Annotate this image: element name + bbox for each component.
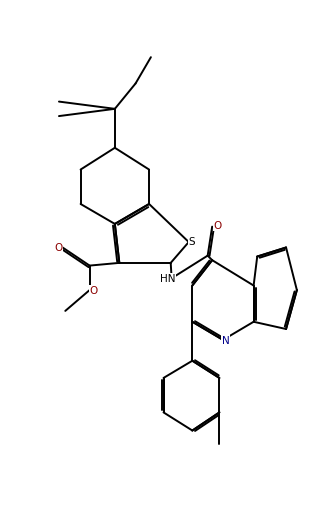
Text: O: O: [54, 243, 62, 253]
Text: O: O: [90, 285, 98, 295]
Text: S: S: [189, 236, 196, 246]
Text: HN: HN: [160, 274, 176, 284]
Text: N: N: [222, 335, 230, 345]
Text: O: O: [214, 221, 222, 231]
